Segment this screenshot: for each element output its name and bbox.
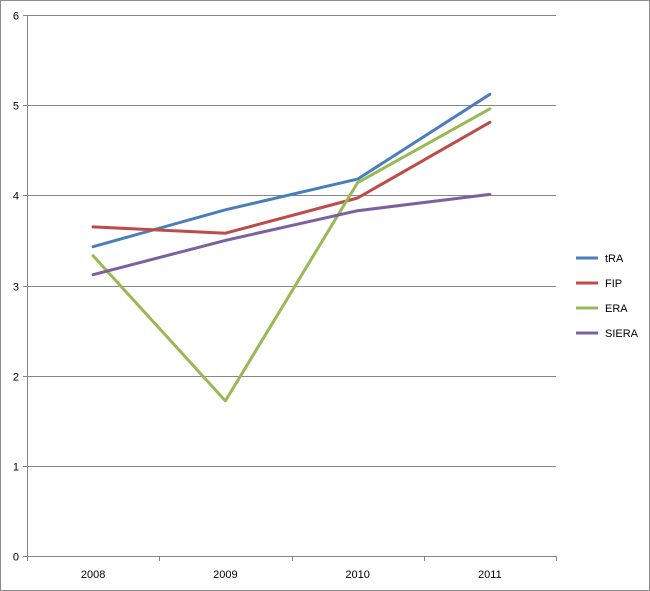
legend-label-era: ERA [605,303,628,315]
x-tick-label: 2011 [478,569,502,581]
legend-label-siera: SIERA [605,328,639,340]
y-tick-label: 2 [13,372,19,384]
y-tick-label: 0 [13,552,19,564]
y-tick-label: 4 [13,191,19,203]
x-tick-label: 2010 [345,569,369,581]
legend: tRA FIP ERA SIERA [576,253,639,340]
y-tick-label: 6 [13,11,19,23]
series-line-fip [91,120,492,235]
axes: 0 1 2 3 4 5 6 2008 2009 2010 2011 [13,11,557,581]
y-tick-label: 1 [13,462,19,474]
y-tick-label: 5 [13,101,19,113]
series-line-siera [91,192,492,277]
legend-label-tra: tRA [605,253,624,265]
series-line-tra [91,92,492,249]
x-tick-label: 2008 [81,569,105,581]
gridlines [27,15,556,467]
y-tick-label: 3 [13,282,19,294]
series-lines [91,92,492,403]
x-tick-label: 2009 [213,569,237,581]
series-line-era [91,107,492,403]
legend-label-fip: FIP [605,278,622,290]
